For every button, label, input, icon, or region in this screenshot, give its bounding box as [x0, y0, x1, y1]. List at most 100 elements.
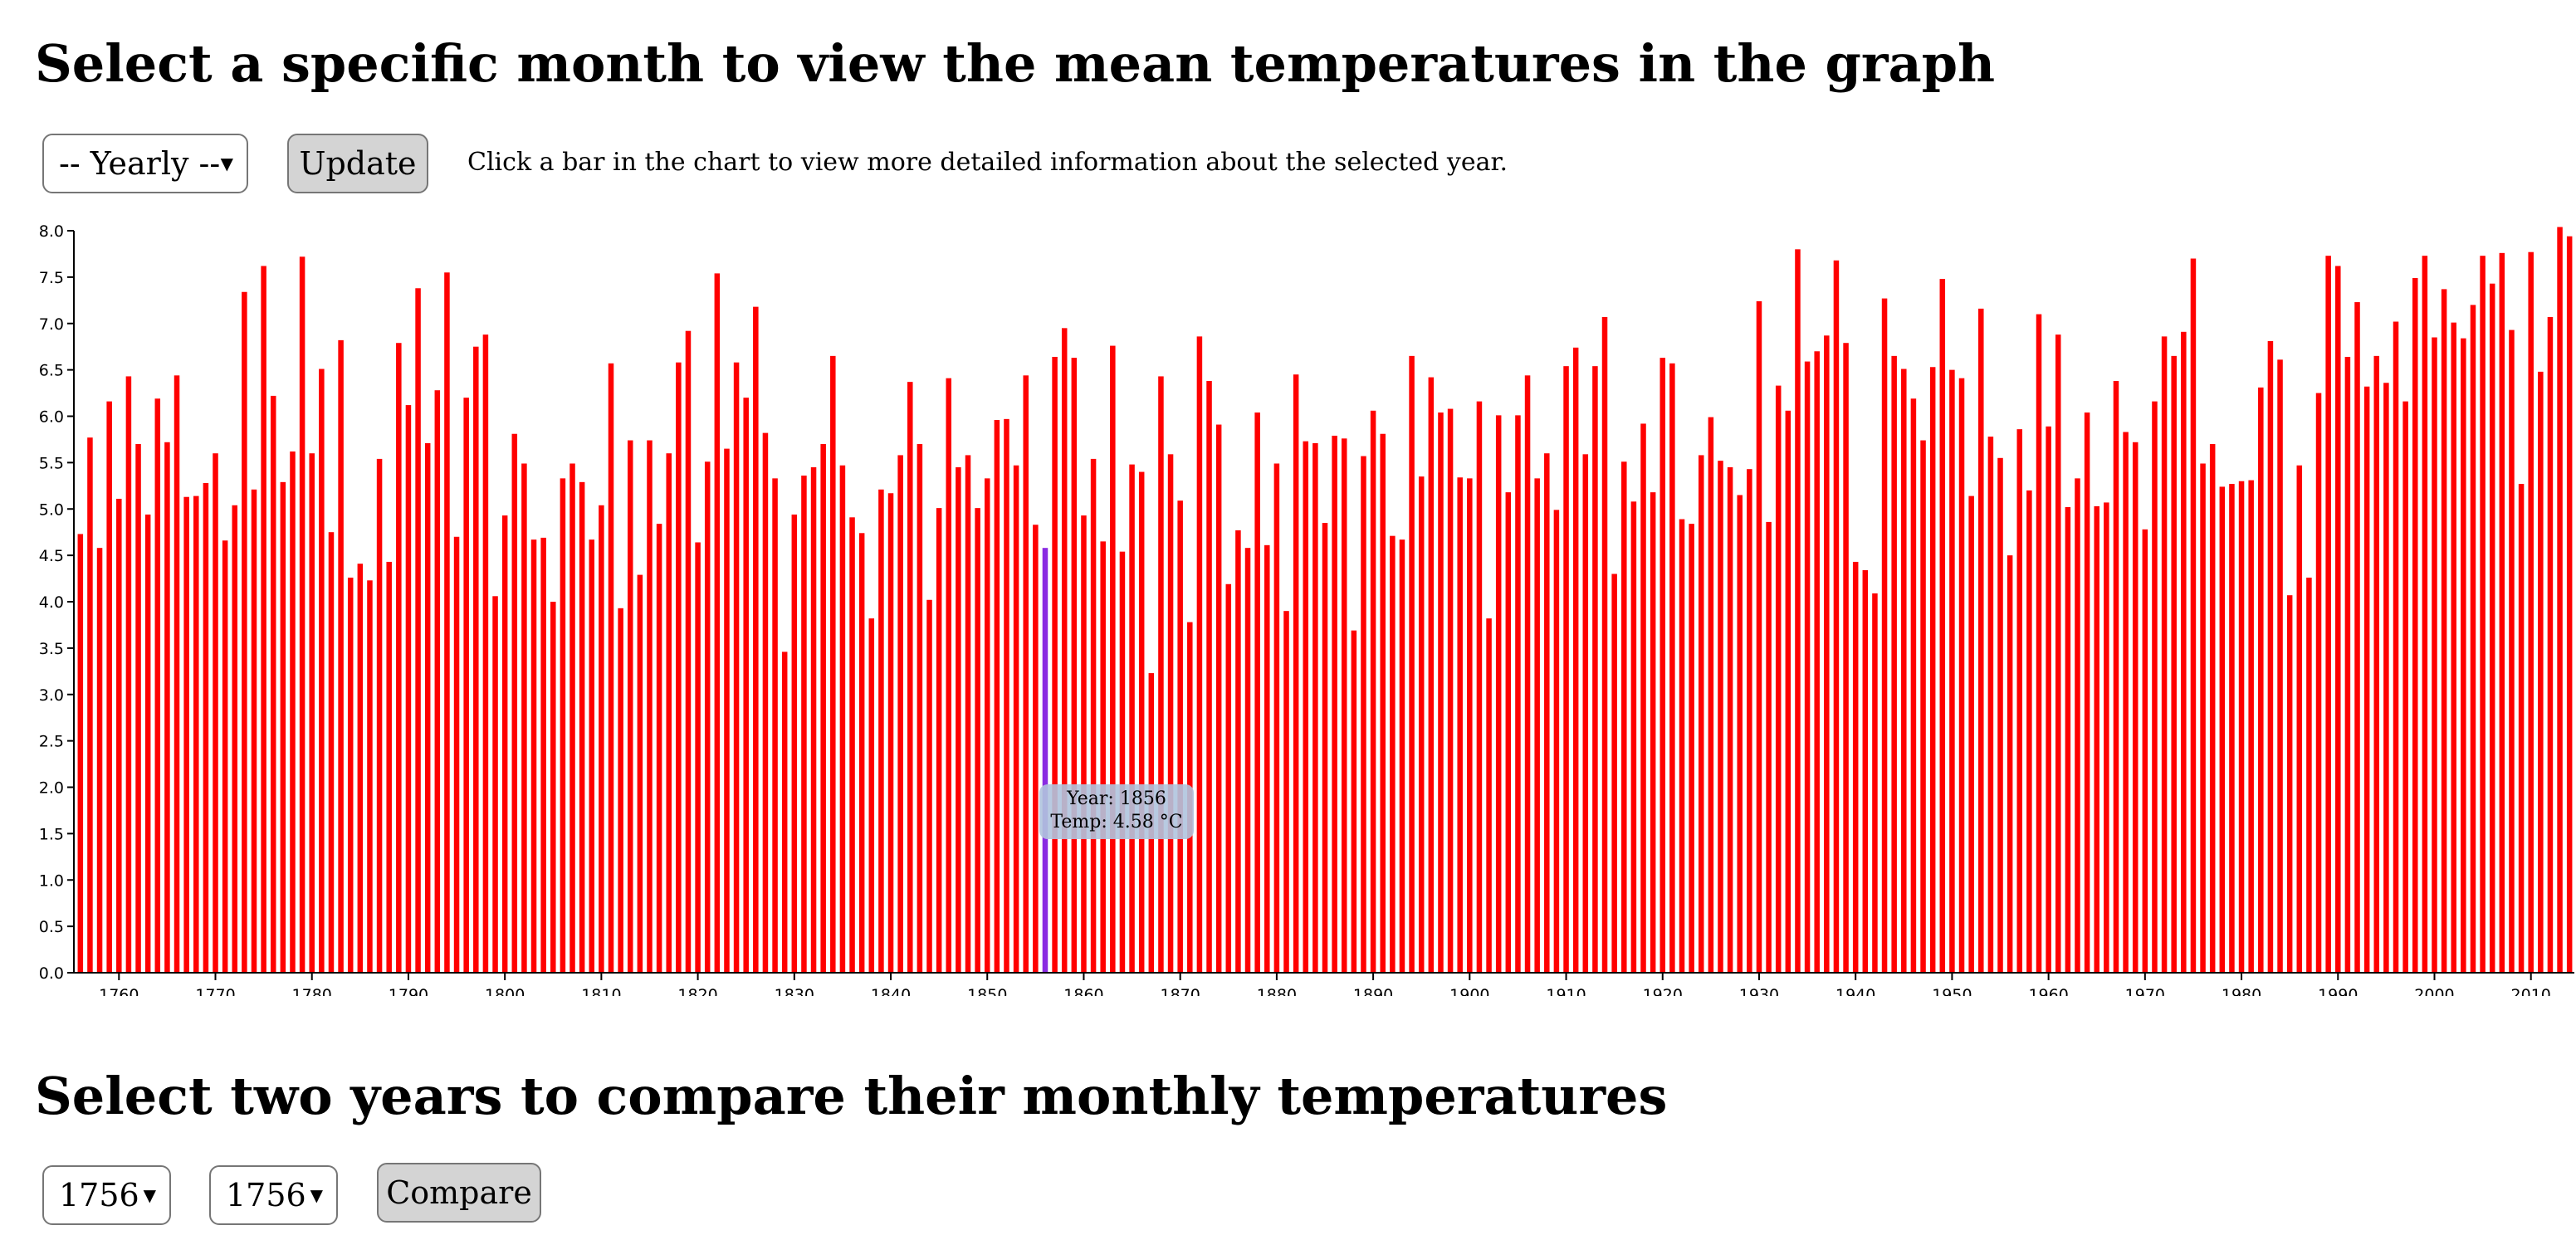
bar-1998[interactable] — [2412, 277, 2418, 973]
bar-1996[interactable] — [2393, 321, 2399, 973]
bar-1770[interactable] — [213, 453, 218, 973]
bar-2006[interactable] — [2489, 283, 2495, 973]
bar-1769[interactable] — [203, 482, 209, 973]
bar-1853[interactable] — [1013, 465, 1019, 973]
bar-1910[interactable] — [1563, 366, 1569, 973]
bar-1900[interactable] — [1467, 478, 1473, 973]
bar-1776[interactable] — [270, 395, 276, 973]
bar-1921[interactable] — [1669, 363, 1675, 973]
bar-2012[interactable] — [2547, 316, 2554, 973]
bar-1940[interactable] — [1852, 561, 1859, 973]
bar-1777[interactable] — [280, 481, 286, 973]
bar-1945[interactable] — [1901, 369, 1907, 973]
bar-1949[interactable] — [1939, 279, 1946, 973]
bar-1931[interactable] — [1766, 521, 1772, 973]
compare-button[interactable]: Compare — [377, 1163, 541, 1223]
bar-1782[interactable] — [328, 532, 335, 973]
bar-1875[interactable] — [1225, 583, 1232, 973]
bar-1860[interactable] — [1081, 515, 1087, 973]
bar-1922[interactable] — [1679, 519, 1685, 973]
bar-1946[interactable] — [1910, 398, 1917, 973]
bar-1872[interactable] — [1196, 336, 1203, 973]
bar-1952[interactable] — [1968, 495, 1974, 973]
bar-1914[interactable] — [1601, 316, 1608, 973]
bar-1919[interactable] — [1650, 492, 1656, 973]
bar-1898[interactable] — [1447, 408, 1454, 973]
bar-1825[interactable] — [743, 398, 749, 973]
bar-1793[interactable] — [434, 390, 441, 974]
bar-1912[interactable] — [1582, 454, 1589, 973]
bar-1987[interactable] — [2306, 577, 2312, 973]
bar-1926[interactable] — [1718, 461, 1723, 973]
bar-1895[interactable] — [1418, 476, 1425, 973]
bar-1937[interactable] — [1824, 335, 1830, 973]
bar-1771[interactable] — [222, 540, 228, 973]
bar-1995[interactable] — [2383, 383, 2389, 973]
bar-1928[interactable] — [1737, 495, 1743, 973]
bar-1950[interactable] — [1949, 369, 1955, 974]
bar-1874[interactable] — [1215, 424, 1222, 973]
bar-1979[interactable] — [2229, 484, 2235, 973]
bar-1795[interactable] — [453, 536, 460, 973]
update-button[interactable]: Update — [287, 134, 428, 193]
bar-1896[interactable] — [1428, 377, 1435, 973]
bar-1873[interactable] — [1206, 381, 1212, 973]
bar-1824[interactable] — [733, 362, 740, 973]
bar-1955[interactable] — [1997, 457, 2003, 973]
bar-1781[interactable] — [319, 369, 325, 973]
bar-1941[interactable] — [1862, 570, 1869, 973]
bar-1818[interactable] — [676, 362, 682, 973]
bar-1993[interactable] — [2363, 386, 2370, 973]
bar-1797[interactable] — [473, 346, 479, 973]
bar-1999[interactable] — [2422, 256, 2428, 973]
bar-1765[interactable] — [164, 442, 170, 973]
bar-1980[interactable] — [2238, 481, 2245, 973]
bar-1823[interactable] — [724, 448, 730, 973]
bar-1892[interactable] — [1390, 535, 1396, 973]
bar-2011[interactable] — [2538, 371, 2544, 973]
bar-1933[interactable] — [1785, 410, 1791, 973]
bar-1884[interactable] — [1312, 442, 1318, 973]
bar-1969[interactable] — [2132, 442, 2139, 973]
bar-2003[interactable] — [2461, 338, 2466, 973]
bar-2014[interactable] — [2566, 236, 2573, 973]
bar-1843[interactable] — [917, 444, 923, 973]
bar-1901[interactable] — [1476, 401, 1483, 973]
bar-1841[interactable] — [897, 455, 903, 973]
bar-1847[interactable] — [956, 466, 961, 973]
bar-1959[interactable] — [2036, 314, 2042, 974]
bar-1805[interactable] — [550, 602, 556, 973]
bar-1838[interactable] — [868, 618, 875, 973]
bar-1988[interactable] — [2315, 393, 2322, 973]
bar-1906[interactable] — [1524, 375, 1531, 974]
bar-1976[interactable] — [2200, 463, 2206, 973]
bar-1890[interactable] — [1370, 410, 1376, 973]
bar-1925[interactable] — [1708, 417, 1714, 973]
bar-1767[interactable] — [183, 496, 189, 973]
bar-1897[interactable] — [1438, 412, 1444, 973]
bar-1760[interactable] — [116, 498, 122, 973]
bar-1903[interactable] — [1495, 415, 1502, 973]
bar-1813[interactable] — [627, 440, 633, 973]
bar-2010[interactable] — [2528, 251, 2534, 973]
bar-1850[interactable] — [984, 478, 990, 973]
bar-1802[interactable] — [521, 463, 527, 973]
bar-1833[interactable] — [820, 444, 826, 973]
bar-1982[interactable] — [2258, 387, 2264, 973]
bar-1917[interactable] — [1630, 501, 1637, 973]
bar-1801[interactable] — [511, 433, 518, 973]
bar-1772[interactable] — [232, 505, 238, 973]
bar-1899[interactable] — [1457, 477, 1463, 973]
bar-1807[interactable] — [569, 463, 575, 973]
bar-1972[interactable] — [2161, 336, 2168, 973]
bar-1794[interactable] — [444, 272, 450, 973]
bar-1994[interactable] — [2373, 355, 2380, 973]
bar-1953[interactable] — [1978, 308, 1984, 973]
bar-1965[interactable] — [2094, 505, 2099, 973]
bar-1792[interactable] — [424, 442, 431, 973]
bar-1763[interactable] — [144, 514, 151, 973]
bar-2000[interactable] — [2432, 337, 2437, 973]
bar-1829[interactable] — [781, 652, 788, 973]
bar-1963[interactable] — [2075, 478, 2080, 973]
bar-1861[interactable] — [1090, 458, 1097, 973]
